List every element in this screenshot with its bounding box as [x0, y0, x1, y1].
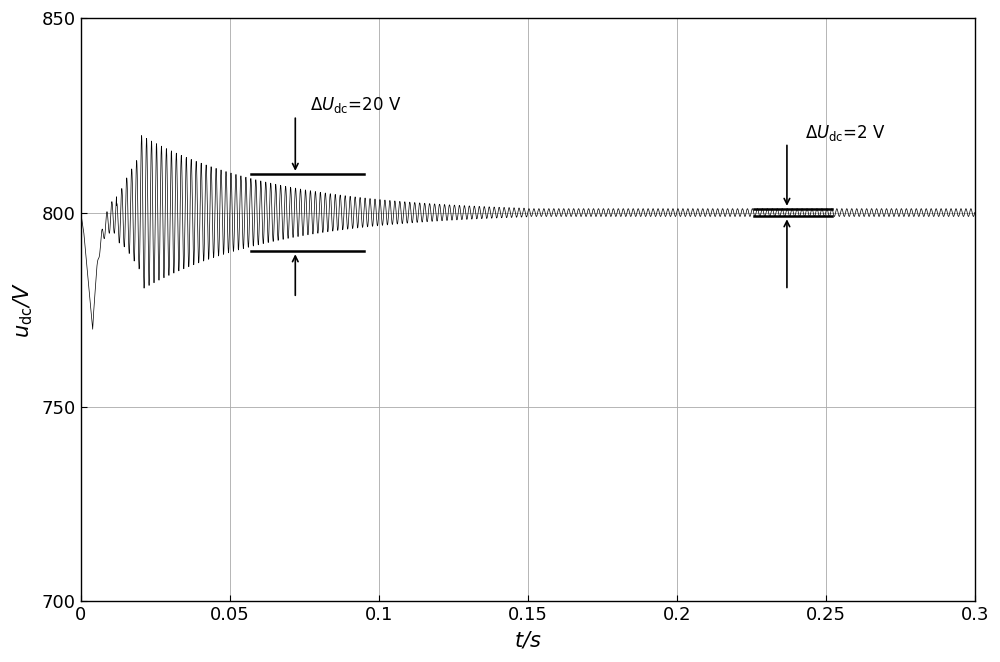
Y-axis label: $u_{\rm dc}$/V: $u_{\rm dc}$/V: [11, 282, 35, 338]
Text: $\Delta U_{\rm dc}$=20 V: $\Delta U_{\rm dc}$=20 V: [310, 95, 402, 115]
X-axis label: $t$/s: $t$/s: [514, 630, 542, 651]
Text: $\Delta U_{\rm dc}$=2 V: $\Delta U_{\rm dc}$=2 V: [805, 122, 886, 142]
